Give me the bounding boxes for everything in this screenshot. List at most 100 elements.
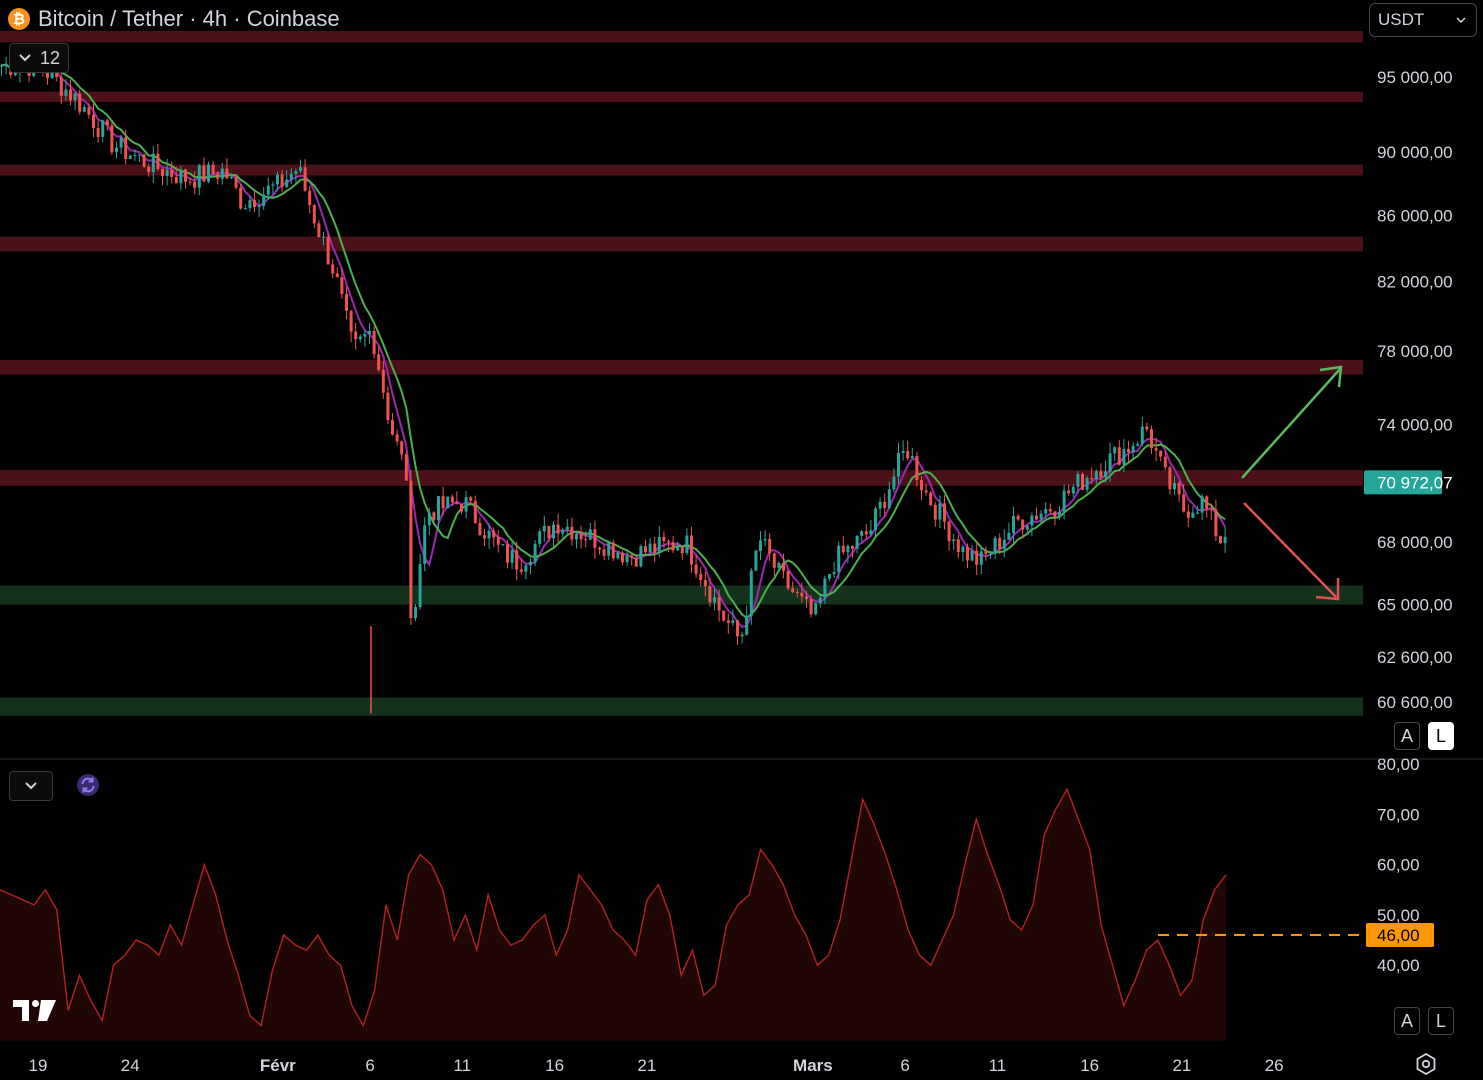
candle-body bbox=[607, 542, 611, 556]
resistance-zone bbox=[0, 470, 1363, 486]
candle-body bbox=[239, 187, 243, 209]
rsi-tick-label: 50,00 bbox=[1377, 906, 1420, 925]
candle-body bbox=[460, 504, 463, 512]
symbol-title[interactable]: Bitcoin / Tether · 4h · Coinbase bbox=[38, 6, 340, 31]
candle-body bbox=[92, 114, 95, 129]
price-axis[interactable]: 95 000,00 90 000,00 86 000,00 82 000,00 78 0… bbox=[1377, 68, 1453, 712]
candle-body bbox=[73, 93, 77, 101]
log-scale-button[interactable]: L bbox=[1428, 722, 1454, 750]
candle-body bbox=[1150, 429, 1153, 449]
candle-body bbox=[561, 529, 565, 534]
refresh-icon[interactable] bbox=[76, 773, 100, 797]
candle-body bbox=[464, 497, 468, 512]
rsi-collapse-toggle[interactable] bbox=[9, 771, 53, 801]
currency-select[interactable]: USDT bbox=[1369, 3, 1477, 37]
candle-body bbox=[740, 634, 744, 637]
candle-body bbox=[901, 450, 905, 454]
time-tick-label: 21 bbox=[1172, 1056, 1191, 1075]
candle-body bbox=[644, 546, 647, 553]
candle-body bbox=[381, 369, 385, 393]
indicators-toggle[interactable]: 12 bbox=[9, 43, 69, 73]
candle-body bbox=[87, 107, 91, 115]
support-zone bbox=[0, 697, 1363, 716]
settings-gear-icon[interactable] bbox=[1414, 1052, 1438, 1076]
candle-body bbox=[1035, 515, 1038, 520]
candle-body bbox=[450, 496, 454, 503]
candle-body bbox=[1219, 536, 1222, 544]
candle-body bbox=[887, 489, 891, 508]
candle-body bbox=[602, 549, 606, 556]
candle-body bbox=[133, 154, 137, 156]
candle-body bbox=[1104, 471, 1107, 478]
candle-body bbox=[82, 107, 86, 112]
candle-body bbox=[529, 561, 532, 566]
candle-body bbox=[234, 177, 238, 188]
up-arrow-line bbox=[1241, 368, 1341, 479]
candle-body bbox=[119, 137, 123, 148]
candle-body bbox=[883, 501, 887, 508]
candle-body bbox=[105, 120, 109, 126]
candle-body bbox=[276, 174, 279, 185]
rsi-auto-scale-button[interactable]: A bbox=[1394, 1007, 1420, 1035]
candle-body bbox=[211, 164, 215, 174]
candle-body bbox=[713, 597, 716, 603]
candle-body bbox=[952, 539, 956, 542]
candle-body bbox=[280, 174, 284, 187]
tradingview-logo-icon[interactable] bbox=[11, 997, 59, 1023]
price-tick-label: 62 600,00 bbox=[1377, 648, 1453, 667]
candle-body bbox=[368, 330, 371, 335]
candle-body bbox=[257, 205, 261, 208]
candle-body bbox=[726, 620, 730, 623]
candle-body bbox=[193, 181, 197, 188]
candle-body bbox=[910, 456, 914, 459]
time-axis[interactable]: 19 24 Févr 6 11 16 21 Mars 6 11 16 21 26 bbox=[29, 1056, 1284, 1075]
candle-body bbox=[96, 128, 100, 137]
candle-body bbox=[395, 434, 399, 442]
rsi-axis[interactable]: 80,00 70,00 60,00 50,00 40,00 46,00 bbox=[1366, 755, 1434, 975]
candle-body bbox=[358, 336, 362, 340]
candle-body bbox=[363, 334, 367, 337]
rsi-line bbox=[0, 787, 1227, 1028]
candle-body bbox=[266, 185, 270, 195]
candle-body bbox=[772, 553, 776, 568]
resistance-zone bbox=[0, 91, 1363, 103]
candle-body bbox=[1071, 486, 1075, 494]
candle-body bbox=[1140, 426, 1144, 444]
auto-scale-button[interactable]: A bbox=[1394, 722, 1420, 750]
candle-body bbox=[956, 539, 960, 553]
candle-body bbox=[598, 547, 601, 550]
candle-body bbox=[897, 453, 900, 477]
candle-body bbox=[846, 545, 850, 553]
candle-body bbox=[943, 503, 946, 522]
candle-body bbox=[1039, 513, 1043, 520]
candle-body bbox=[575, 534, 578, 540]
candle-body bbox=[1113, 447, 1117, 454]
candle-body bbox=[892, 476, 896, 490]
candle-body bbox=[1159, 450, 1163, 457]
candle-body bbox=[1145, 426, 1149, 430]
resistance-zone bbox=[0, 360, 1363, 375]
candle-body bbox=[961, 546, 965, 553]
candle-body bbox=[874, 508, 877, 531]
candle-body bbox=[699, 573, 703, 580]
candle-body bbox=[483, 535, 486, 539]
candle-body bbox=[437, 496, 440, 520]
candle-body bbox=[427, 512, 431, 526]
price-tick-label: 74 000,00 bbox=[1377, 415, 1453, 434]
candle-body bbox=[754, 550, 758, 571]
down-arrow-head bbox=[1315, 578, 1340, 601]
candle-body bbox=[142, 154, 146, 167]
candle-body bbox=[322, 236, 325, 238]
candle-body bbox=[50, 69, 54, 79]
candle-body bbox=[837, 545, 841, 573]
resistance-zone bbox=[0, 164, 1363, 176]
candle-body bbox=[335, 273, 339, 278]
rsi-log-scale-button[interactable]: L bbox=[1428, 1007, 1454, 1035]
candle-body bbox=[101, 120, 105, 137]
candle-body bbox=[515, 550, 519, 570]
candle-body bbox=[1200, 496, 1204, 513]
candle-body bbox=[768, 539, 772, 554]
candle-body bbox=[386, 392, 390, 421]
candle-body bbox=[933, 504, 937, 520]
